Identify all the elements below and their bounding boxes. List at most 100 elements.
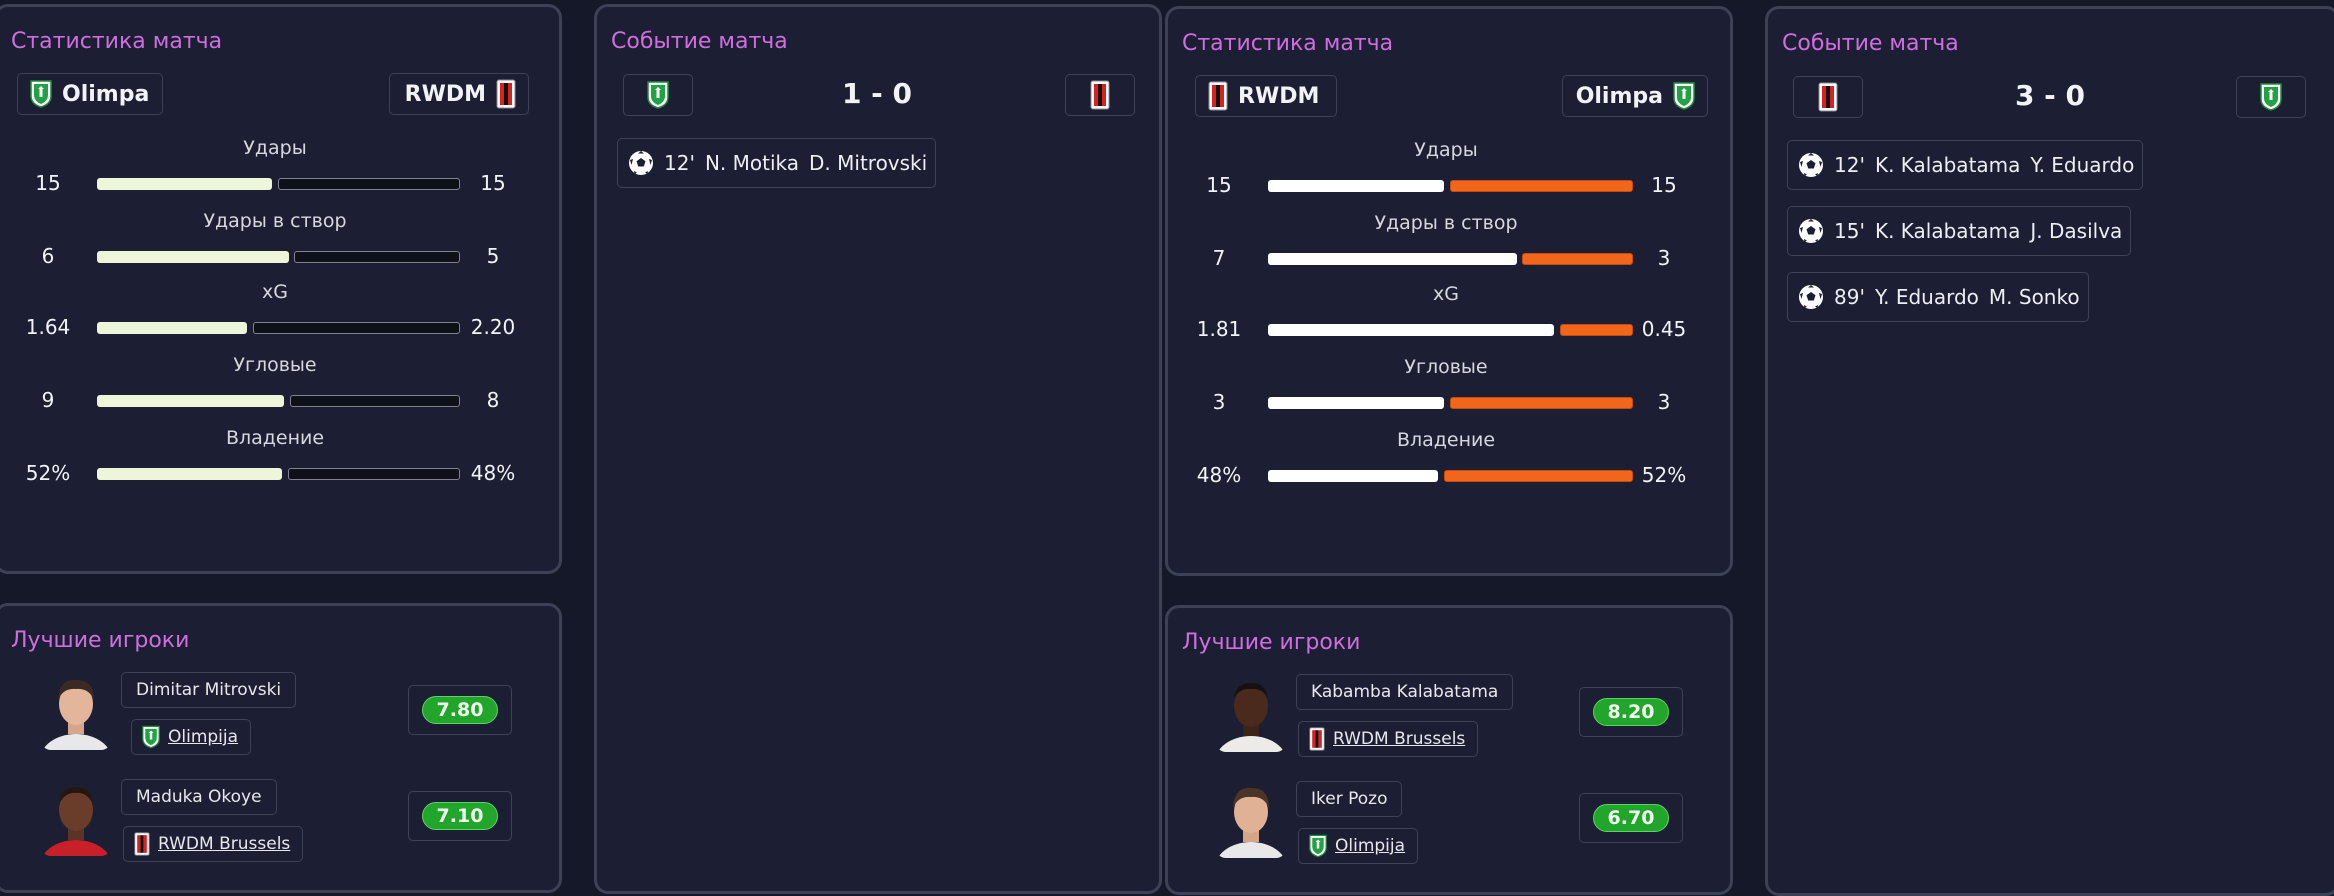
- stat-right-value: 0.45: [1641, 317, 1687, 341]
- goal-event[interactable]: 12' K. Kalabatama Y. Eduardo: [1787, 140, 2144, 190]
- stat-label: Удары в створ: [203, 210, 347, 232]
- olimpija-crest-icon: [647, 81, 669, 109]
- top-players-panel-1: Лучшие игроки Dimitar Mitrovski Olimpija…: [0, 603, 562, 893]
- match-stats-panel-1: Статистика матча Olimpa RWDM Удары 15 15…: [0, 4, 562, 574]
- player-name-chip[interactable]: Dimitar Mitrovski: [121, 672, 297, 708]
- stat-left-value: 15: [35, 171, 61, 195]
- soccer-ball-icon: [1799, 285, 1823, 309]
- stat-left-bar: [1268, 324, 1554, 336]
- goal-event[interactable]: 12' N. Motika D. Mitrovski: [617, 138, 937, 188]
- player-team-link[interactable]: RWDM Brussels: [123, 826, 304, 862]
- player-team-link[interactable]: Olimpija: [131, 719, 252, 755]
- stat-label: Угловые: [1404, 356, 1488, 378]
- away-team-chip[interactable]: RWDM: [389, 73, 529, 115]
- player-avatar: [1216, 776, 1286, 858]
- stat-left-bar: [97, 468, 282, 480]
- player-rating-box: 8.20: [1579, 687, 1683, 737]
- player-name: Maduka Okoye: [136, 787, 262, 807]
- player-team-name: Olimpija: [1335, 836, 1406, 856]
- stat-right-bar: [253, 322, 460, 334]
- event-minute: 15': [1834, 219, 1865, 243]
- home-team-name: RWDM: [1238, 83, 1320, 109]
- stat-label: Владение: [225, 427, 325, 449]
- stat-right-bar: [1522, 253, 1633, 265]
- goal-event[interactable]: 15' K. Kalabatama J. Dasilva: [1787, 206, 2132, 256]
- match-stats-panel-2: Статистика матча RWDM Olimpa Удары 15 15…: [1165, 6, 1733, 576]
- home-team-chip[interactable]: Olimpa: [17, 73, 163, 115]
- event-scorer: K. Kalabatama: [1874, 219, 2021, 243]
- player-name-chip[interactable]: Iker Pozo: [1296, 781, 1403, 817]
- olimpija-crest-icon: [1673, 82, 1695, 110]
- stat-right-bar: [1450, 397, 1633, 409]
- stat-label: Владение: [1396, 429, 1496, 451]
- stat-right-bar: [1560, 324, 1633, 336]
- olimpija-crest-icon: [30, 80, 52, 108]
- rwdm-crest-icon: [1818, 82, 1838, 112]
- event-scorer: K. Kalabatama: [1874, 153, 2021, 177]
- away-crest-slot: [1065, 74, 1135, 116]
- player-rating: 8.20: [1592, 698, 1670, 726]
- match-events-panel-1: Событие матча 1 - 0 12' N. Motika D. Mit…: [594, 4, 1162, 894]
- stat-right-value: 3: [1657, 246, 1671, 270]
- stat-label: Удары: [243, 137, 307, 159]
- player-rating-box: 6.70: [1579, 793, 1683, 843]
- event-assist: M. Sonko: [1988, 285, 2080, 309]
- player-team-link[interactable]: RWDM Brussels: [1298, 721, 1479, 757]
- away-team-name: Olimpa: [1575, 83, 1663, 109]
- stat-left-value: 7: [1212, 246, 1226, 270]
- stat-left-value: 1.64: [25, 315, 71, 339]
- stat-label: xG: [1433, 283, 1459, 305]
- stat-left-value: 6: [41, 244, 55, 268]
- stat-right-value: 3: [1657, 390, 1671, 414]
- stat-right-value: 8: [486, 388, 500, 412]
- stat-right-bar: [1450, 180, 1633, 192]
- player-avatar: [41, 774, 111, 856]
- player-name-chip[interactable]: Kabamba Kalabatama: [1296, 674, 1514, 710]
- player-rating: 7.10: [421, 802, 499, 830]
- panel-title: Событие матча: [1782, 31, 1959, 56]
- player-team-name: Olimpija: [168, 727, 239, 747]
- stat-label: Удары в створ: [1374, 212, 1518, 234]
- player-name: Kabamba Kalabatama: [1311, 682, 1499, 702]
- rwdm-crest-icon: [1090, 80, 1110, 110]
- player-rating-box: 7.80: [408, 685, 512, 735]
- stat-right-value: 5: [486, 244, 500, 268]
- goal-event[interactable]: 89' Y. Eduardo M. Sonko: [1787, 272, 2089, 322]
- panel-title: Лучшие игроки: [11, 628, 190, 653]
- stat-right-value: 52%: [1641, 463, 1687, 487]
- stat-label: Угловые: [233, 354, 317, 376]
- stat-right-bar: [288, 468, 460, 480]
- event-minute: 12': [664, 151, 695, 175]
- rwdm-crest-icon: [1309, 727, 1325, 751]
- stat-left-bar: [1268, 397, 1444, 409]
- event-minute: 12': [1834, 153, 1865, 177]
- player-avatar: [1216, 670, 1286, 752]
- panel-title: Статистика матча: [11, 29, 223, 54]
- away-team-name: RWDM: [404, 81, 486, 107]
- olimpija-crest-icon: [2260, 83, 2282, 111]
- stat-right-value: 15: [1651, 173, 1677, 197]
- soccer-ball-icon: [1799, 153, 1823, 177]
- stat-left-value: 1.81: [1196, 317, 1242, 341]
- home-team-chip[interactable]: RWDM: [1195, 75, 1337, 117]
- away-team-chip[interactable]: Olimpa: [1562, 75, 1708, 117]
- player-name-chip[interactable]: Maduka Okoye: [121, 779, 277, 815]
- player-team-name: RWDM Brussels: [1333, 729, 1466, 749]
- rwdm-crest-icon: [496, 79, 516, 109]
- stat-left-bar: [1268, 253, 1517, 265]
- stat-left-bar: [1268, 470, 1438, 482]
- stat-right-value: 48%: [470, 461, 516, 485]
- stat-left-bar: [97, 178, 272, 190]
- stat-left-value: 3: [1212, 390, 1226, 414]
- panel-title: Событие матча: [611, 29, 788, 54]
- stat-left-bar: [1268, 180, 1444, 192]
- player-rating: 7.80: [421, 696, 499, 724]
- soccer-ball-icon: [629, 151, 653, 175]
- olimpija-crest-icon: [1309, 834, 1327, 858]
- panel-title: Лучшие игроки: [1182, 630, 1361, 655]
- top-players-panel-2: Лучшие игроки Kabamba Kalabatama RWDM Br…: [1165, 605, 1733, 895]
- player-team-name: RWDM Brussels: [158, 834, 291, 854]
- stat-left-value: 48%: [1196, 463, 1242, 487]
- stat-right-bar: [294, 251, 460, 263]
- player-team-link[interactable]: Olimpija: [1298, 828, 1419, 864]
